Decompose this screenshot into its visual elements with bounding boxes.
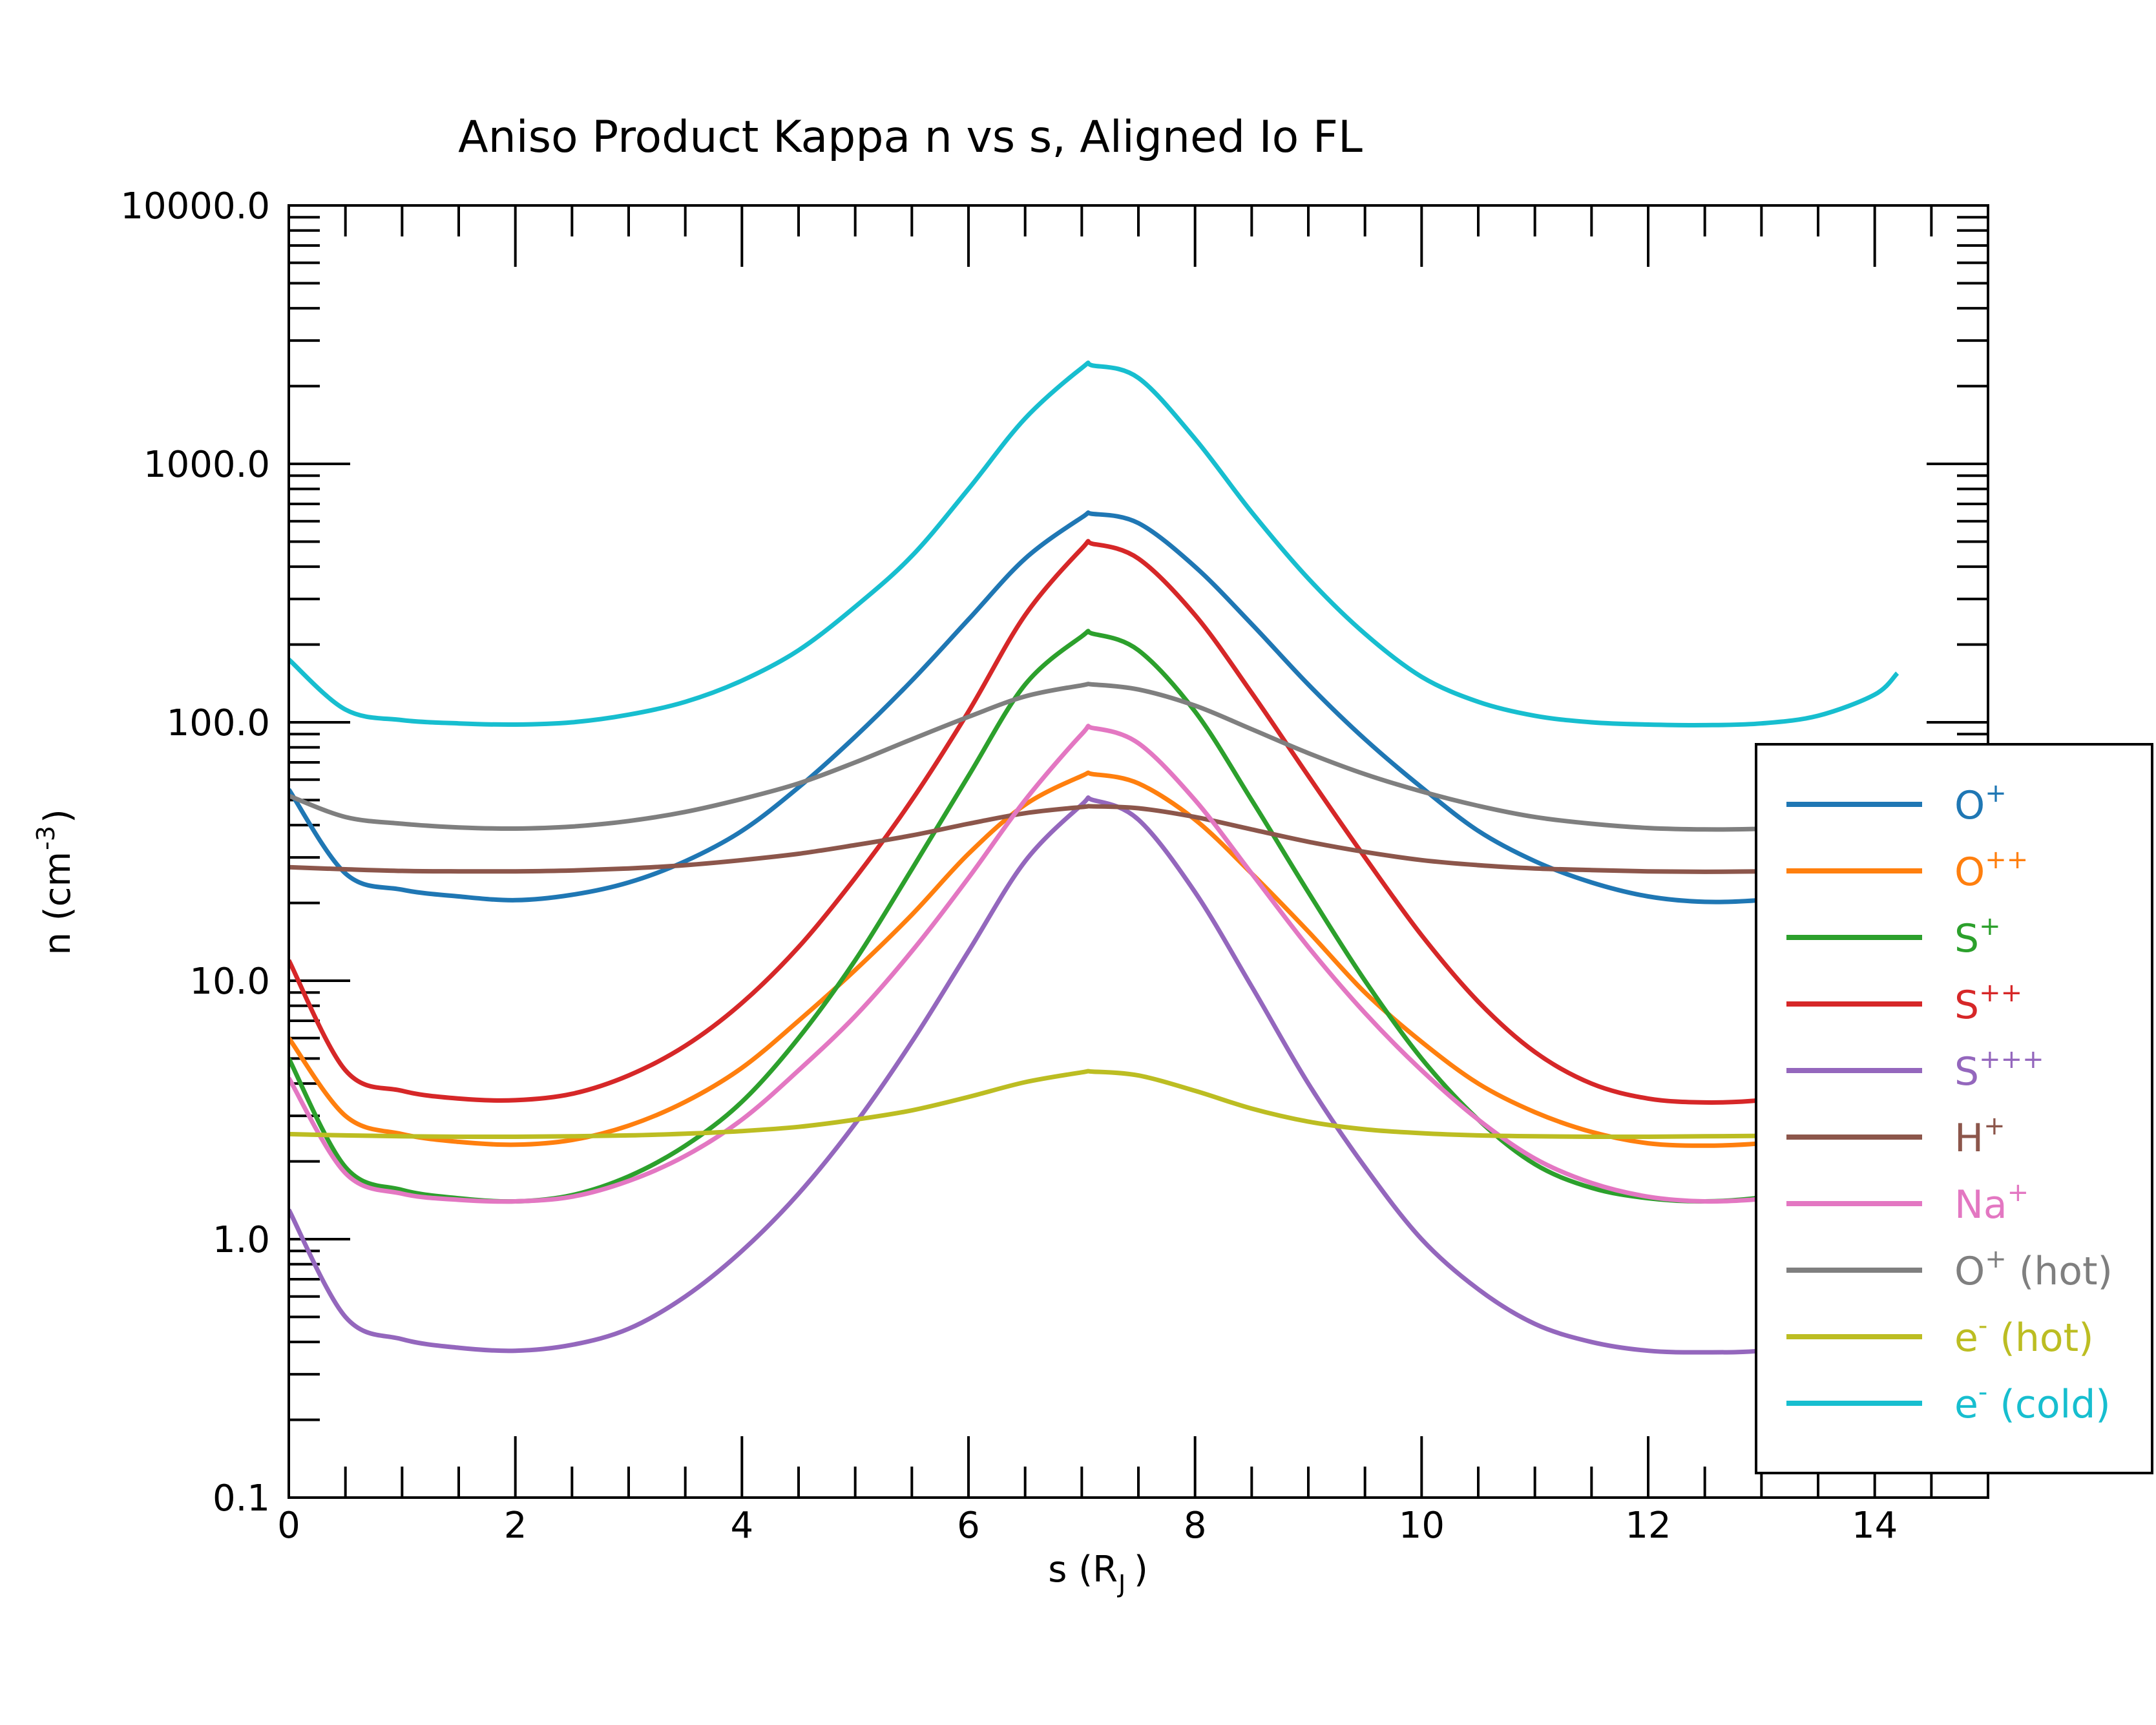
y-tick-label: 1.0 [213, 1219, 270, 1261]
y-tick-label: 1000.0 [143, 444, 270, 486]
x-tick-label: 2 [504, 1505, 527, 1547]
x-tick-label: 12 [1625, 1505, 1671, 1547]
legend-item: O++ [1786, 845, 2028, 895]
legend-box [1755, 743, 2153, 1474]
x-tick-label: 6 [957, 1505, 980, 1547]
legend-label: S++ [1954, 978, 2022, 1028]
series-line-5 [289, 804, 1898, 874]
legend-item: O+ (hot) [1786, 1244, 2113, 1294]
series-line-9 [289, 361, 1900, 727]
legend-label: e- (hot) [1954, 1311, 2094, 1361]
series-lines [289, 361, 1900, 1355]
y-tick-label: 100.0 [167, 702, 270, 744]
x-tick-label: 8 [1184, 1505, 1207, 1547]
legend-label: S+ [1954, 912, 2001, 961]
legend: O+ O++ S+ S++ S+++ H+ Na+ O+ (hot) e- (hot) e- (c… [1755, 743, 2153, 1474]
x-tick-label: 10 [1399, 1505, 1445, 1547]
legend-item: e- (hot) [1786, 1311, 2094, 1361]
legend-items: O+ O++ S+ S++ S+++ H+ Na+ O+ (hot) e- (hot) e- (c… [1786, 779, 2113, 1427]
legend-label: H+ [1954, 1111, 2005, 1161]
legend-label: O+ [1954, 779, 2007, 828]
axis-tick-labels: 0 2 4 6 8 10 12 14 0.1 1.0 10.0 100.0 1000.0 10000.0 [120, 185, 1898, 1547]
x-tick-label: 4 [731, 1505, 754, 1547]
chart-title: Aniso Product Kappa n vs s, Aligned Io F… [458, 112, 1363, 163]
legend-label: Na+ [1954, 1178, 2029, 1228]
series-line-6 [289, 724, 1899, 1204]
series-line-0 [289, 510, 1899, 904]
legend-item: O+ [1786, 779, 2007, 828]
x-axis-label: s (R J ) [1048, 1549, 1148, 1598]
y-axis-label: n (cm -3 ) [32, 809, 79, 955]
y-tick-label: 10.0 [189, 961, 270, 1003]
legend-item: e- (cold) [1786, 1377, 2111, 1427]
legend-item: S+++ [1786, 1045, 2044, 1094]
y-axis-label-superscript: -3 [32, 826, 60, 850]
legend-item: S++ [1786, 978, 2022, 1028]
y-tick-label: 10000.0 [120, 185, 270, 227]
legend-label: e- (cold) [1954, 1377, 2111, 1427]
x-tick-label: 0 [277, 1505, 300, 1547]
legend-item: H+ [1786, 1111, 2005, 1161]
series-line-1 [289, 770, 1898, 1148]
legend-label: O++ [1954, 845, 2028, 895]
legend-item: S+ [1786, 912, 2001, 961]
legend-label: O+ (hot) [1954, 1244, 2113, 1294]
legend-label: S+++ [1954, 1045, 2044, 1094]
series-line-7 [289, 682, 1898, 832]
legend-item: Na+ [1786, 1178, 2029, 1228]
y-axis-label-main: n (cm [37, 852, 79, 955]
series-line-3 [289, 539, 1899, 1105]
series-line-4 [289, 795, 1899, 1355]
x-axis-label-main: s (R [1048, 1549, 1118, 1591]
series-line-8 [289, 1069, 1898, 1140]
y-axis-label-end: ) [37, 809, 79, 823]
x-axis-label-end: ) [1134, 1549, 1148, 1591]
y-tick-label: 0.1 [213, 1478, 270, 1520]
x-tick-label: 14 [1852, 1505, 1898, 1547]
x-axis-label-subscript: J [1117, 1570, 1125, 1598]
